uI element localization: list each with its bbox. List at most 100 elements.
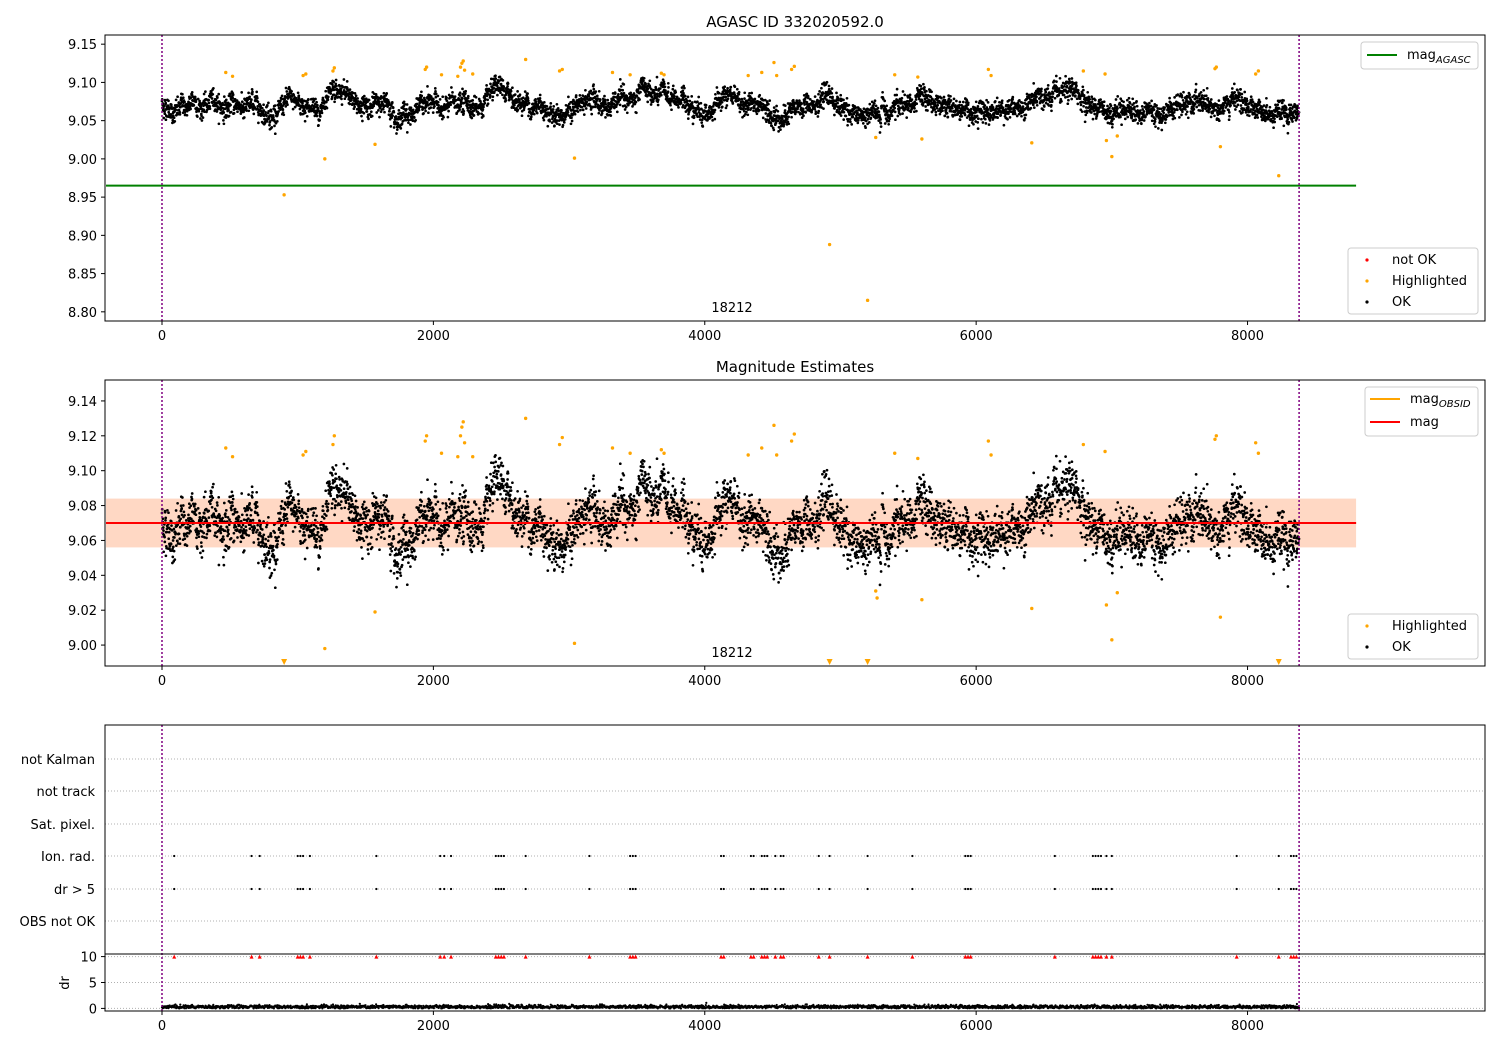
ok-point [942, 95, 946, 99]
ok-point [170, 105, 173, 108]
ok-point [634, 100, 638, 104]
ok-point [1176, 108, 1179, 112]
ok-point [1024, 113, 1028, 117]
ok-point [270, 126, 274, 129]
ok-point [830, 91, 834, 95]
ok-point [1001, 106, 1005, 110]
ok-point [1128, 102, 1132, 105]
ok-point [1093, 98, 1097, 102]
ok-point [1204, 94, 1208, 98]
ok-point [1135, 99, 1138, 103]
ok-point [362, 94, 366, 98]
ok-point [1168, 96, 1171, 100]
ok-point [590, 112, 594, 116]
ok-point [265, 114, 268, 118]
ok-point [321, 96, 325, 100]
ok-point [818, 90, 821, 93]
ok-point [426, 85, 429, 88]
ok-point [1127, 96, 1131, 100]
ok-point [1102, 104, 1106, 108]
ok-point [958, 118, 962, 122]
ok-point [581, 108, 585, 112]
ok-point [1075, 84, 1078, 88]
ok-point [1090, 100, 1094, 104]
ok-point [848, 117, 852, 121]
ok-point [194, 98, 198, 102]
ok-point [267, 101, 270, 105]
ok-point [1076, 102, 1080, 106]
ok-point [1138, 109, 1142, 112]
ok-point [424, 109, 427, 113]
ok-point [400, 116, 404, 120]
ok-point [199, 105, 203, 109]
ok-point [250, 88, 254, 91]
ok-point [561, 123, 565, 127]
ok-point [1140, 105, 1144, 108]
ok-point [623, 108, 627, 111]
ok-point [1206, 97, 1210, 100]
ok-point [874, 104, 878, 108]
ok-point [1137, 114, 1141, 118]
ok-point [335, 84, 338, 88]
ok-point [755, 112, 759, 116]
ok-point [679, 101, 683, 105]
ok-point [1111, 122, 1114, 126]
ok-point [1229, 104, 1232, 107]
ok-point [545, 104, 549, 108]
ok-point [570, 116, 573, 120]
ok-point [264, 111, 267, 114]
ok-point [683, 86, 686, 90]
ok-point [856, 119, 860, 122]
ok-point [359, 107, 363, 111]
ok-point [163, 110, 166, 113]
ok-point [563, 118, 567, 121]
ok-point [1050, 100, 1054, 104]
ok-point [671, 84, 675, 88]
ok-point [658, 87, 662, 90]
ok-point [387, 113, 391, 117]
ok-point [432, 97, 435, 101]
ok-point [1163, 121, 1167, 125]
ok-point [714, 92, 717, 96]
ok-point [972, 122, 975, 126]
ok-point [1209, 115, 1213, 119]
ok-point [1148, 101, 1151, 105]
ok-point [210, 97, 214, 100]
ok-point [1173, 96, 1176, 99]
ok-point [1093, 112, 1097, 116]
ok-point [555, 102, 559, 106]
ok-point [427, 111, 430, 115]
ok-point [883, 99, 887, 103]
ok-point [910, 98, 914, 101]
ok-point [926, 109, 929, 112]
ok-point [1233, 90, 1237, 94]
ok-point [814, 110, 818, 114]
ok-point [303, 119, 307, 123]
ok-point [1021, 105, 1025, 108]
ok-point [1230, 87, 1234, 90]
ok-point [405, 107, 408, 111]
ok-point [983, 104, 987, 107]
ok-point [260, 106, 264, 110]
ok-point [996, 116, 999, 120]
ok-point [787, 115, 790, 119]
ok-point [1225, 95, 1229, 98]
ok-point [332, 80, 336, 84]
ok-point [947, 97, 951, 101]
ok-point [247, 91, 250, 95]
ok-point [387, 100, 391, 104]
ok-point [677, 106, 680, 109]
ok-point [779, 128, 782, 131]
ok-point [436, 100, 440, 104]
ok-point [286, 103, 289, 107]
ok-point [458, 91, 462, 95]
ok-point [209, 90, 213, 93]
ok-point [844, 114, 848, 118]
ok-point [1201, 107, 1205, 110]
ok-point [360, 114, 363, 118]
ok-point [963, 113, 967, 117]
ok-point [772, 106, 776, 109]
ok-point [253, 106, 257, 109]
ok-point [750, 106, 753, 110]
ok-point [526, 92, 529, 95]
